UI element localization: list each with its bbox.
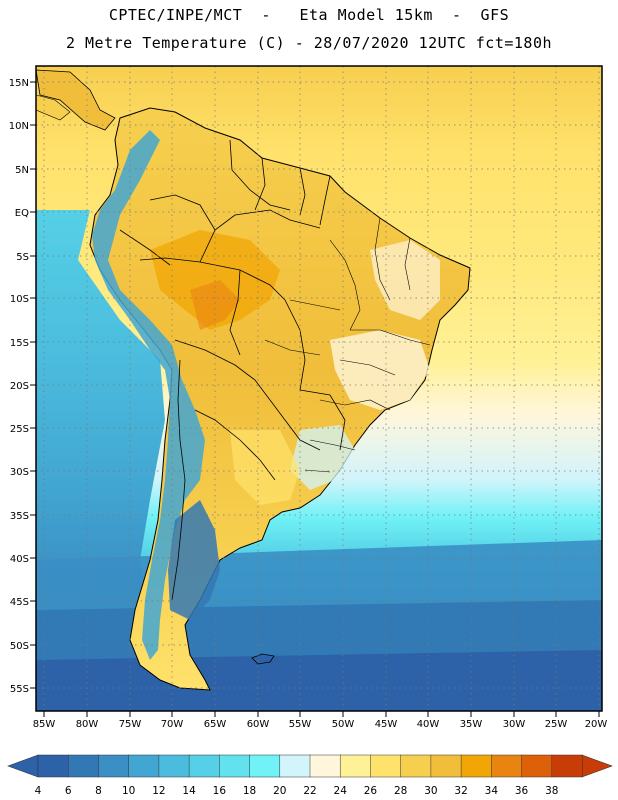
lat-label: 40S <box>10 554 29 565</box>
colorbar-swatch <box>37 754 69 778</box>
colorbar-label: 12 <box>152 785 165 797</box>
colorbar-swatch <box>128 754 160 778</box>
graticule <box>36 66 602 711</box>
colorbar-label: 14 <box>182 785 196 797</box>
colorbar-label: 36 <box>515 785 529 797</box>
colorbar-swatch <box>400 754 432 778</box>
lon-label: 55W <box>289 719 312 730</box>
lon-label: 75W <box>119 719 142 730</box>
lon-label: 45W <box>375 719 398 730</box>
colorbar-label: 30 <box>424 785 437 797</box>
lat-label: 10S <box>10 294 29 305</box>
colorbar-label: 10 <box>122 785 135 797</box>
lon-label: 65W <box>204 719 227 730</box>
colorbar-label: 18 <box>243 785 256 797</box>
lat-label: 35S <box>10 511 29 522</box>
colorbar-swatch <box>460 754 492 778</box>
colorbar-label: 6 <box>65 785 72 797</box>
lat-label: EQ <box>15 208 29 219</box>
map-title: CPTEC/INPE/MCT - Eta Model 15km - GFS <box>108 6 510 24</box>
map-frame <box>35 65 603 712</box>
colorbar-swatch <box>67 754 100 778</box>
colorbar-label: 22 <box>303 785 316 797</box>
lat-label: 5N <box>15 165 29 176</box>
colorbar-swatch <box>309 754 341 778</box>
lon-label: 80W <box>76 719 99 730</box>
lon-label: 70W <box>161 719 184 730</box>
lat-label: 10N <box>9 121 29 132</box>
lat-label: 15N <box>9 78 29 89</box>
colorbar-swatch <box>158 754 190 778</box>
colorbar-swatch <box>249 754 281 778</box>
colorbar-swatch <box>491 754 523 778</box>
colorbar-label: 4 <box>35 785 42 797</box>
axis-ticks <box>30 81 600 717</box>
colorbar-swatch <box>370 754 402 778</box>
colorbar-label: 24 <box>334 785 348 797</box>
colorbar-swatch <box>279 754 311 778</box>
colorbar-label: 8 <box>95 785 102 797</box>
colorbar-label: 20 <box>273 785 286 797</box>
colorbar-label: 32 <box>454 785 467 797</box>
lat-label: 55S <box>10 684 29 695</box>
lon-label: 85W <box>33 719 56 730</box>
lon-label: 40W <box>417 719 440 730</box>
colorbar-label: 28 <box>394 785 407 797</box>
lat-label: 30S <box>10 467 29 478</box>
lon-label: 30W <box>503 719 526 730</box>
map-subtitle: 2 Metre Temperature (C) - 28/07/2020 12U… <box>65 34 553 52</box>
map-field <box>36 66 602 711</box>
lon-label: 20W <box>585 719 608 730</box>
colorbar-label: 26 <box>364 785 378 797</box>
lat-label: 25S <box>10 424 29 435</box>
longitude-labels: 85W 80W 75W 70W 65W 60W 55W 50W 45W 40W … <box>33 719 608 730</box>
colorbar-left-arrow <box>7 754 39 778</box>
lat-label: 50S <box>10 641 29 652</box>
colorbar-swatch <box>219 754 251 778</box>
colorbar-swatch <box>521 754 553 778</box>
colorbar-swatch <box>339 754 372 778</box>
lat-label: 15S <box>10 338 29 349</box>
lat-label: 45S <box>10 597 29 608</box>
lon-label: 35W <box>460 719 483 730</box>
colorbar-label: 16 <box>213 785 227 797</box>
lat-label: 5S <box>16 252 29 263</box>
lon-label: 60W <box>247 719 270 730</box>
lon-label: 50W <box>332 719 355 730</box>
colorbar-swatch <box>98 754 130 778</box>
country-borders <box>119 139 346 601</box>
state-borders <box>264 217 431 473</box>
colorbar-swatch <box>430 754 462 778</box>
lon-label: 25W <box>545 719 568 730</box>
colorbar-label: 38 <box>545 785 558 797</box>
latitude-labels: 15N 10N 5N EQ 5S 10S 15S 20S 25S 30S 35S… <box>9 78 29 695</box>
colorbar: 4 6 8 10 12 14 16 18 20 22 24 26 28 30 32 34 36 38 <box>7 754 613 797</box>
colorbar-right-arrow <box>581 754 613 778</box>
colorbar-swatch <box>188 754 220 778</box>
colorbar-swatch <box>551 754 583 778</box>
colorbar-label: 34 <box>485 785 499 797</box>
lat-label: 20S <box>10 381 29 392</box>
